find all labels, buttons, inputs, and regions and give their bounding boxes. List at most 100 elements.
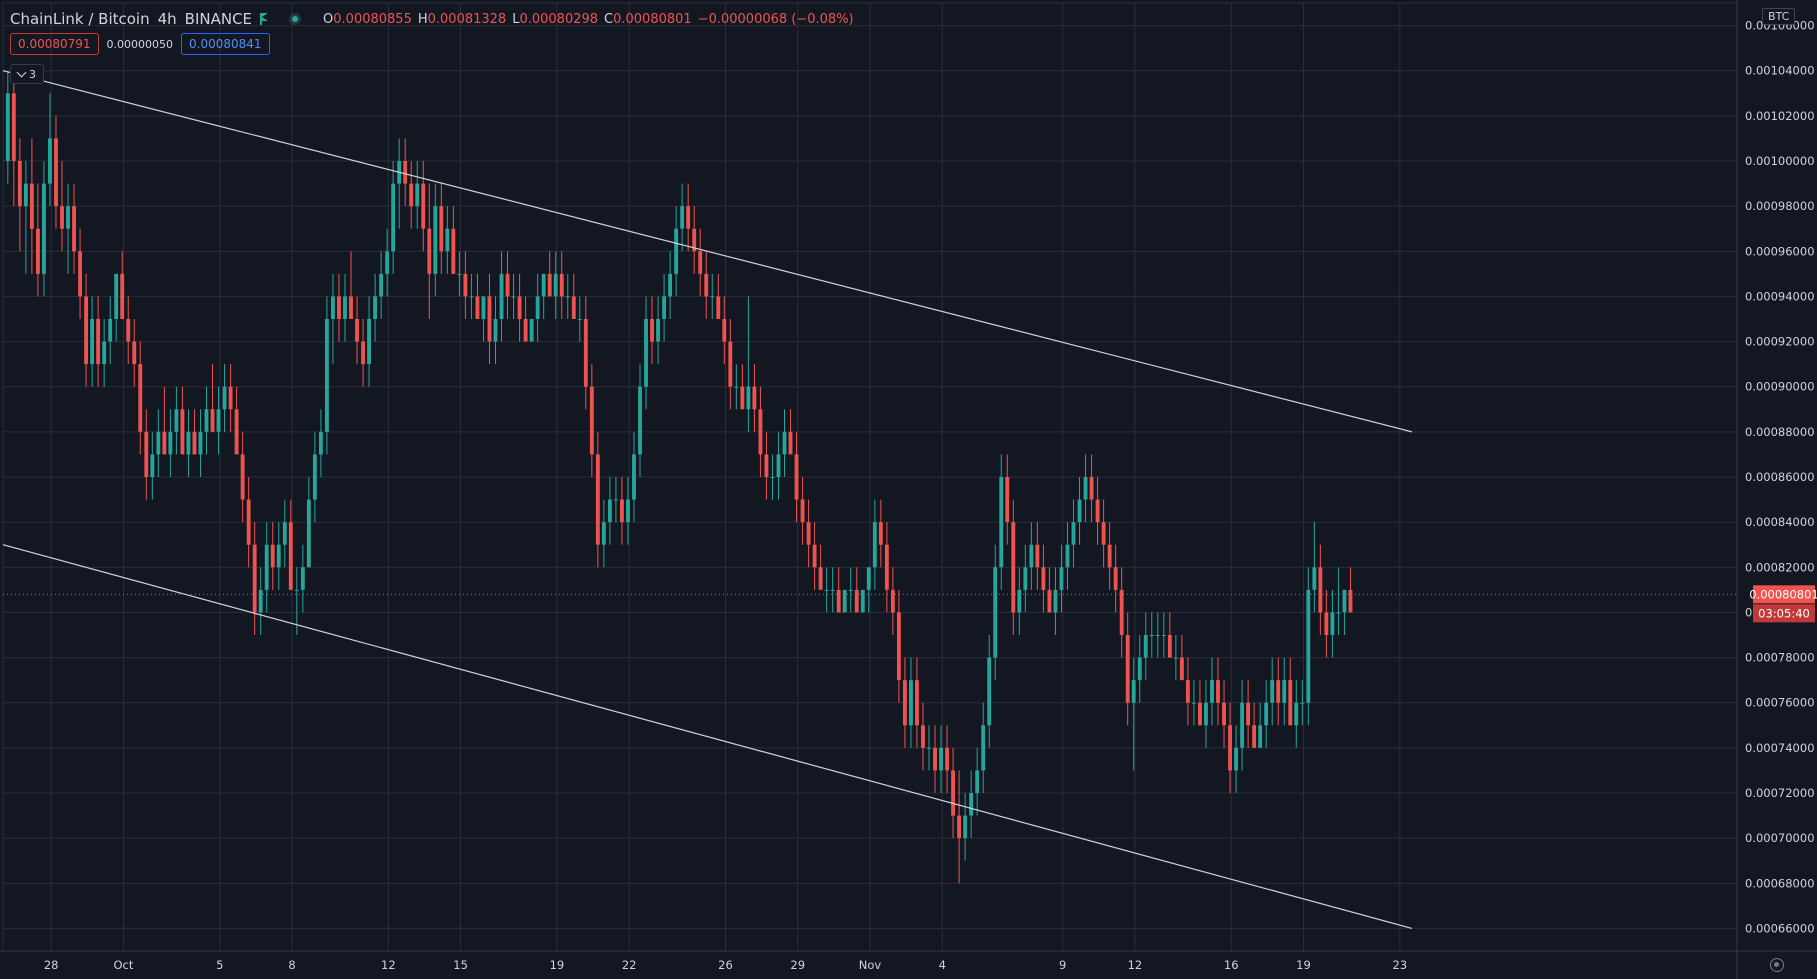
candle-body-up [529,319,534,342]
candle-body-up [939,747,943,771]
quote-row: 0.00080791 0.00000050 0.00080841 [10,33,270,55]
candle-body-up [66,206,70,229]
candle-body-up [300,567,305,590]
high-label: H [417,11,428,27]
candle-body-up [150,454,155,477]
candle-body-down [620,499,624,523]
candle-body-up [1294,702,1299,726]
y-tick-label: 0.00090000 [1745,380,1815,394]
candle-body-down [921,725,925,748]
candle-body-up [607,499,612,523]
candle-body-up [1342,589,1347,613]
open-label: O [323,11,334,27]
candle-body-up [90,319,95,365]
candle-body-down [1113,567,1118,590]
y-tick-label: 0.00068000 [1745,876,1815,890]
candle-body-down [487,296,492,342]
candle-body-up [565,296,570,298]
y-tick-label: 0.00098000 [1745,199,1815,213]
candle-body-up [644,319,648,387]
candle-body-down [234,409,239,455]
candle-body-down [752,386,757,410]
symbol-header: ChainLink / Bitcoin 4h BINANCE O 0.000808… [10,8,854,30]
candle-body-down [409,183,414,207]
spread-value: 0.00000050 [106,37,174,51]
candle-body-down [1222,702,1226,726]
candle-body-down [1198,702,1202,726]
candle-body-down [138,364,143,432]
candle-body-down [686,206,691,229]
chevron-down-icon [16,67,27,77]
ask-price-button[interactable]: 0.00080841 [181,33,270,55]
candle-body-down [427,228,432,274]
candle-body-up [373,296,378,319]
candle-body-down [854,589,859,613]
candle-body-up [987,657,992,726]
candle-body-up [42,183,46,274]
candle-body-up [1143,635,1148,658]
candle-body-up [1161,635,1166,636]
candle-body-up [511,296,516,298]
candle-body-down [84,296,89,365]
candle-body-down [559,273,564,297]
bid-price-button[interactable]: 0.00080791 [10,33,99,55]
candle-body-down [1041,567,1046,590]
candle-body-up [1191,702,1196,704]
x-tick-label: 4 [939,958,946,972]
candle-body-up [415,183,420,207]
candle-body-down [78,251,82,297]
high-value: 0.00081328 [427,11,507,27]
candle-body-down [54,138,58,207]
open-value: 0.00080855 [333,11,412,27]
candle-body-down [162,431,167,455]
candle-body-down [890,589,895,613]
candle-body-up [469,296,474,298]
candle-body-up [999,477,1004,568]
y-tick-label: 0.00102000 [1745,109,1815,123]
indicators-toggle-button[interactable]: 3 [10,64,44,84]
candle-body-up [264,544,269,590]
candle-body-down [1101,522,1106,545]
candle-body-down [240,454,245,500]
candle-body-down [800,499,805,523]
x-tick-label: 9 [1059,958,1066,972]
candle-body-down [17,161,22,207]
candle-body-up [331,296,335,319]
candle-body-up [1336,612,1341,614]
interval-label[interactable]: 4h [157,10,177,28]
x-tick-label: 19 [550,958,565,972]
candle-body-down [475,296,480,319]
candle-body-up [1071,522,1076,545]
candle-body-down [132,341,137,365]
candle-body-down [1252,725,1257,748]
candle-body-up [632,454,636,500]
candle-body-down [698,251,703,274]
candle-body-up [969,793,974,816]
candle-body-up [866,567,871,590]
candle-body-up [5,93,10,161]
candle-body-down [361,341,365,365]
candle-body-down [421,183,426,229]
currency-badge[interactable]: BTC [1762,8,1796,25]
candle-body-down [650,319,654,342]
candle-body-down [11,93,16,161]
candle-body-down [523,319,528,342]
y-tick-label: 0.00086000 [1745,470,1815,484]
gear-icon[interactable] [1770,958,1784,972]
candle-body-up [108,319,113,342]
last-price-label: 0.00080801 [1749,587,1817,601]
candle-body-down [1167,635,1172,658]
candle-body-up [445,228,450,252]
y-tick-label: 0.00084000 [1745,515,1815,529]
symbol-name[interactable]: ChainLink / Bitcoin [10,10,150,28]
candle-body-up [601,522,606,545]
y-tick-label: 0.00094000 [1745,289,1815,303]
flag-icon[interactable] [260,13,271,25]
countdown-badge [1753,604,1815,623]
candle-body-up [379,273,384,297]
candle-body-down [35,228,40,274]
change-value: −0.00000068 (−0.08%) [697,11,854,27]
